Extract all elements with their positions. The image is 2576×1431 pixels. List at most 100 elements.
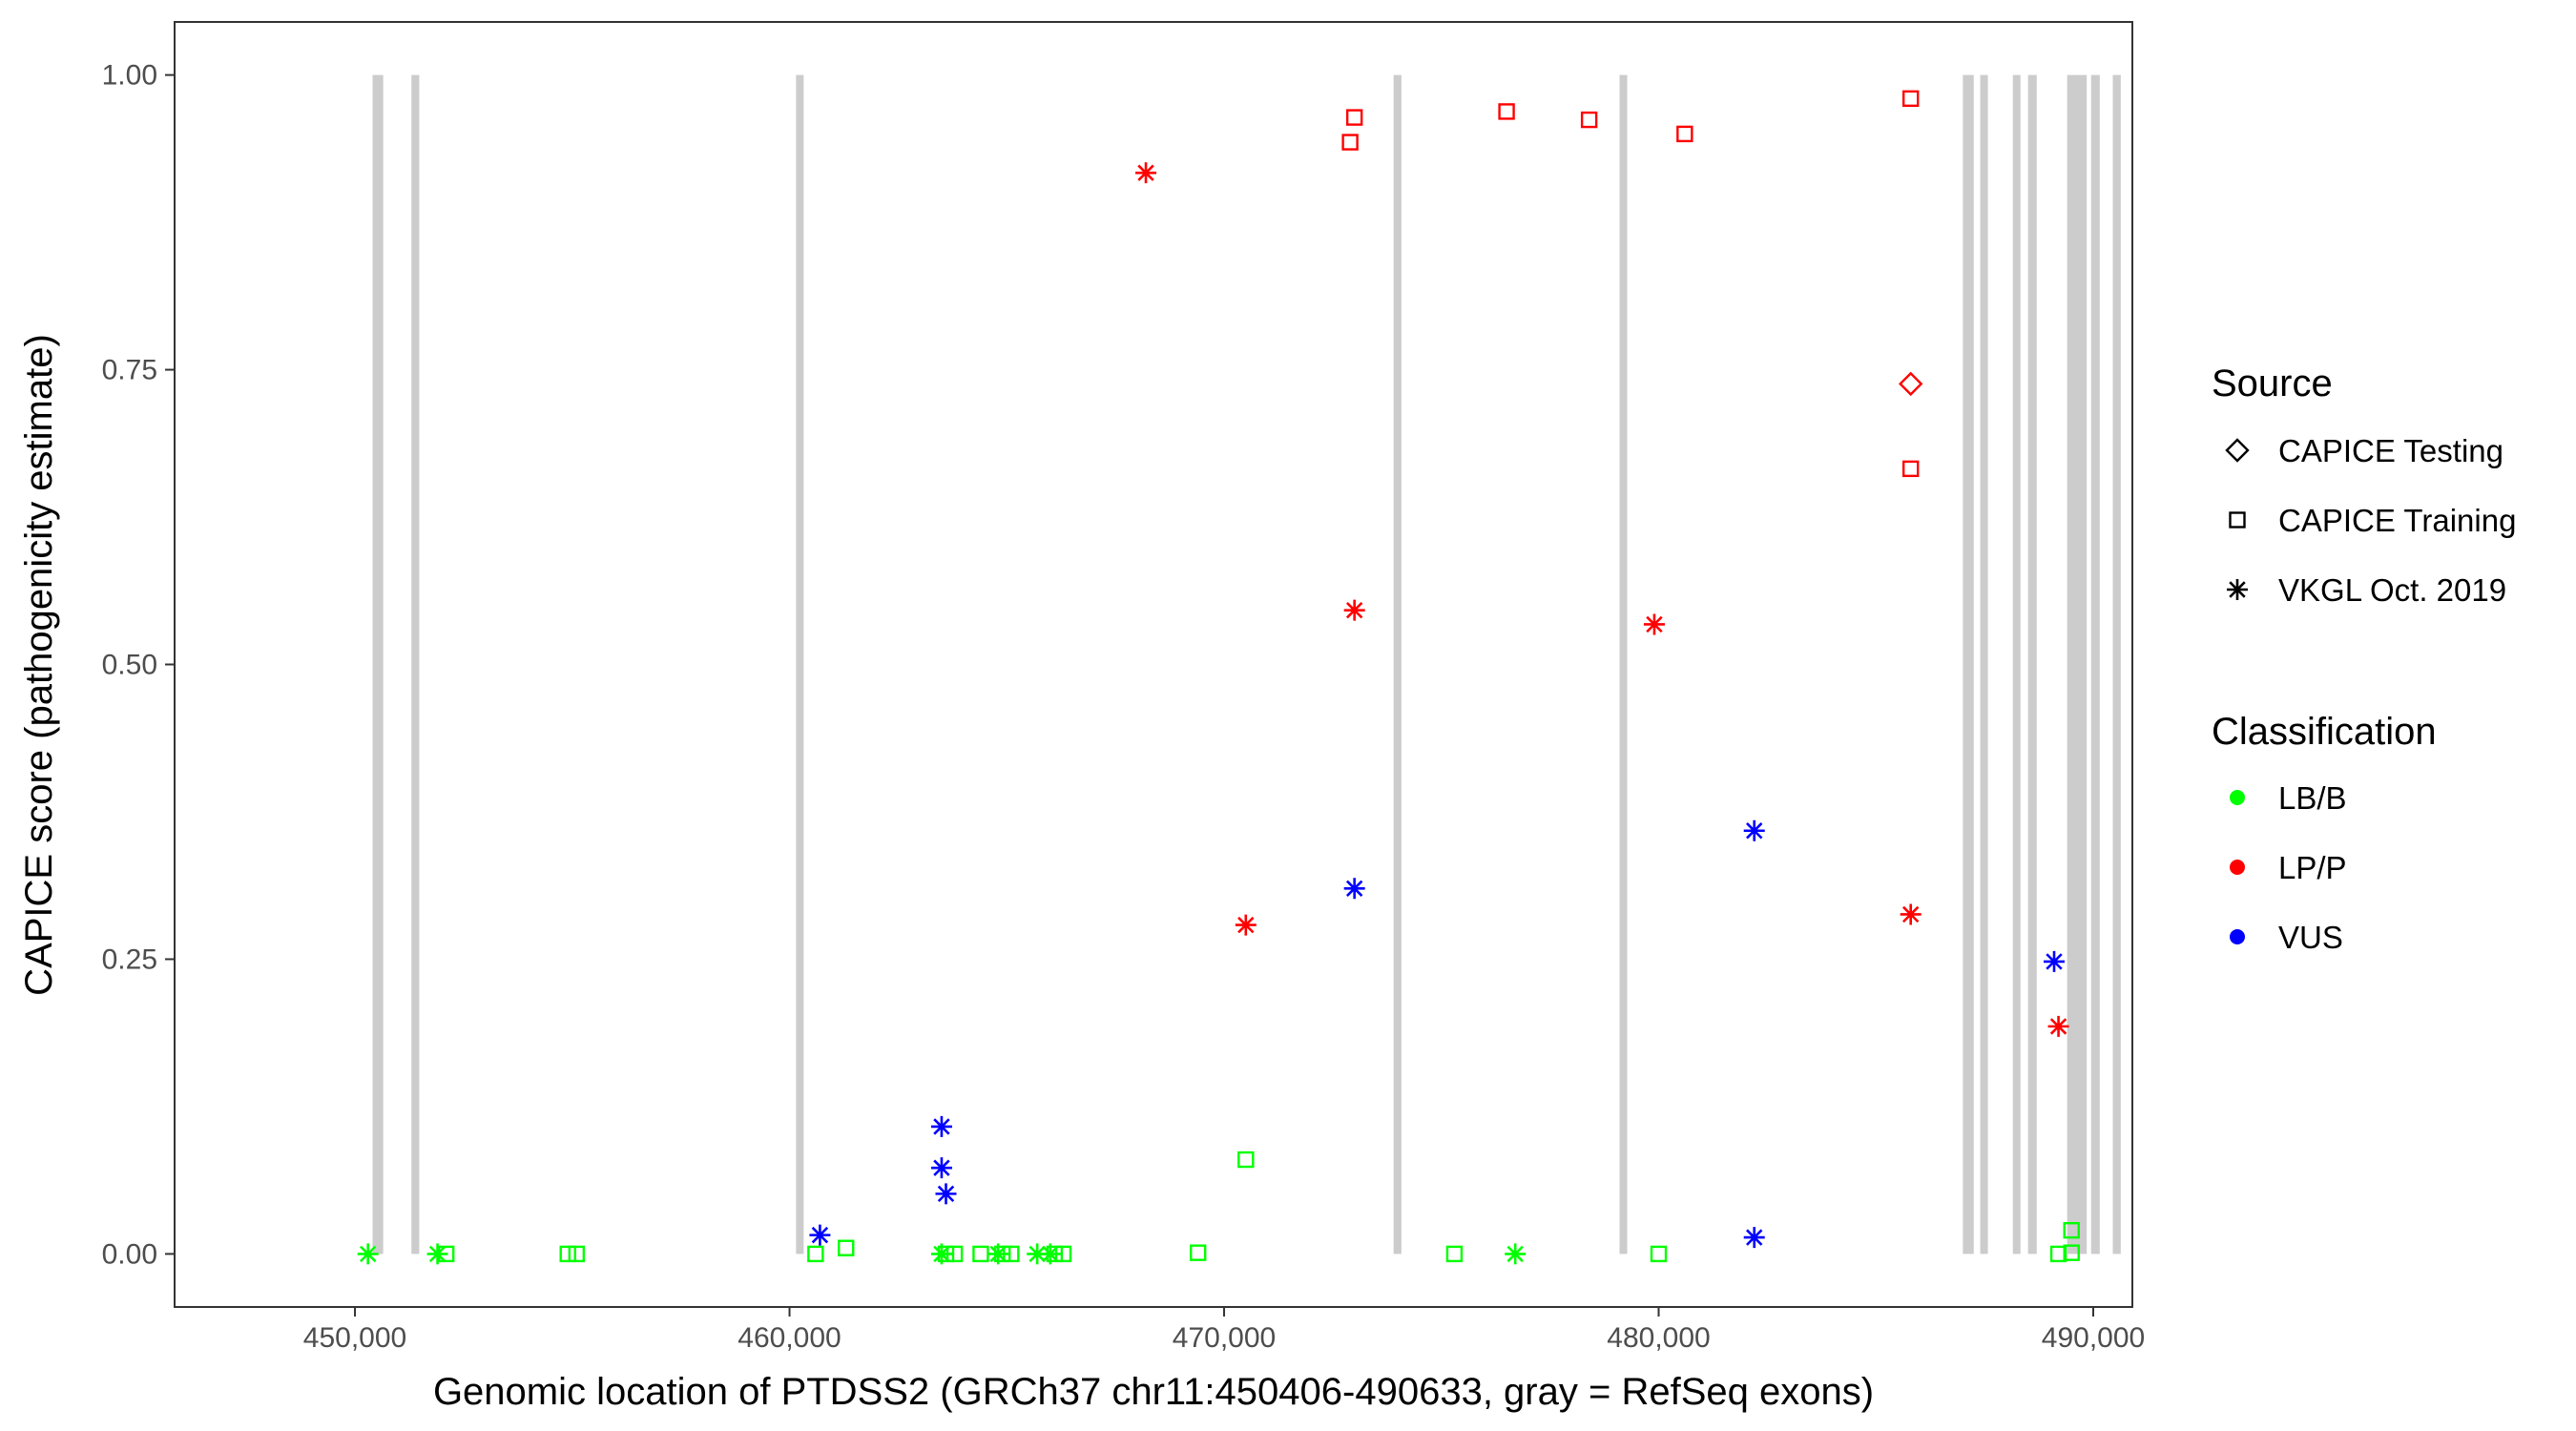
point-square-2-14	[1237, 1151, 1255, 1169]
point-square-2-15-shape	[1445, 1245, 1464, 1263]
point-asterisk-6-4	[935, 1183, 957, 1205]
legend-classification-title: Classification	[2212, 711, 2437, 753]
point-asterisk-3-6-shape	[2047, 1015, 2069, 1037]
point-square-2-19	[2063, 1244, 2080, 1261]
point-asterisk-6-5	[1343, 878, 1365, 900]
point-square-2-10-shape	[1003, 1245, 1020, 1263]
point-asterisk-3-2-shape	[1235, 914, 1257, 936]
point-asterisk-1-1-shape	[357, 1243, 379, 1265]
point-square-2-13	[1189, 1244, 1207, 1261]
point-square-2-3-shape	[568, 1245, 586, 1263]
point-asterisk-3-1	[1135, 162, 1157, 184]
point-square-2-9	[994, 1245, 1011, 1263]
x-tick-label-2: 460,000	[737, 1322, 841, 1354]
point-asterisk-1-4	[987, 1243, 1009, 1265]
legend-source-key-diamond-shape	[2225, 438, 2250, 463]
point-square-2-1-shape	[437, 1245, 455, 1263]
point-square-2-9-shape	[994, 1245, 1011, 1263]
point-asterisk-3-5	[1900, 903, 1922, 925]
legend-classification-key-1-shape	[2230, 790, 2245, 805]
point-square-2-11	[1046, 1245, 1064, 1263]
point-asterisk-3-5-shape	[1900, 903, 1922, 925]
legend-source-label-1: CAPICE Testing	[2278, 433, 2503, 468]
legend-classification-key-1	[2230, 790, 2245, 805]
point-asterisk-3-1-shape	[1135, 162, 1157, 184]
point-square-2-5-shape	[838, 1239, 855, 1256]
y-tick-label-4: 0.75	[102, 355, 157, 386]
point-square-4-7	[1901, 460, 1920, 478]
point-diamond-5-1	[1899, 371, 1923, 397]
point-square-2-8-shape	[972, 1245, 989, 1263]
point-square-4-2	[1345, 109, 1363, 126]
legend-source-key-diamond	[2225, 438, 2250, 463]
point-square-2-17	[2049, 1245, 2067, 1263]
point-square-4-6-shape	[1901, 90, 1920, 108]
point-asterisk-6-3-shape	[930, 1157, 952, 1179]
legend-source-title: Source	[2212, 363, 2333, 404]
point-square-2-8	[972, 1245, 989, 1263]
point-asterisk-3-3-shape	[1343, 599, 1365, 621]
y-axis-title: CAPICE score (pathogenicity estimate)	[18, 334, 60, 996]
point-asterisk-1-2-shape	[426, 1243, 448, 1265]
x-tick-label-5: 490,000	[2042, 1322, 2145, 1354]
point-asterisk-1-4-shape	[987, 1243, 1009, 1265]
point-square-4-7-shape	[1901, 460, 1920, 478]
y-tick-label-3: 0.50	[102, 650, 157, 681]
point-square-2-7-shape	[945, 1245, 964, 1263]
point-asterisk-1-1	[357, 1243, 379, 1265]
point-asterisk-1-2	[426, 1243, 448, 1265]
legend-source-key-square	[2229, 511, 2246, 529]
point-asterisk-6-2-shape	[930, 1115, 952, 1137]
point-asterisk-6-6	[1743, 819, 1765, 841]
point-asterisk-6-5-shape	[1343, 878, 1365, 900]
point-square-4-3-shape	[1498, 103, 1515, 120]
point-square-2-4-shape	[807, 1245, 824, 1263]
exon-band-10	[2067, 74, 2088, 1255]
point-square-2-2-shape	[559, 1245, 576, 1263]
y-axis: 0.00 0.25 0.50 0.75 1.00	[102, 60, 175, 1270]
point-square-2-16	[1650, 1245, 1668, 1263]
exon-band-12	[2112, 74, 2121, 1255]
point-asterisk-6-2	[930, 1115, 952, 1137]
exon-band-11	[2090, 74, 2100, 1255]
point-square-4-6	[1901, 90, 1920, 108]
point-asterisk-6-8	[2044, 950, 2066, 972]
x-tick-label-1: 450,000	[303, 1322, 406, 1354]
exon-band-7	[1980, 74, 1988, 1255]
exon-band-5	[1619, 74, 1628, 1255]
point-asterisk-6-1	[809, 1224, 831, 1246]
exon-band-4	[1393, 74, 1402, 1255]
point-square-2-5	[838, 1239, 855, 1256]
point-square-2-6-shape	[937, 1245, 955, 1263]
point-square-2-17-shape	[2049, 1245, 2067, 1263]
point-square-2-4	[807, 1245, 824, 1263]
point-square-2-1	[437, 1245, 455, 1263]
x-axis: 450,000 460,000 470,000 480,000 490,000	[303, 1307, 2145, 1354]
legend-source-key-square-shape	[2229, 511, 2246, 529]
legend-source-key-asterisk-shape	[2227, 579, 2248, 600]
point-asterisk-6-7	[1743, 1227, 1765, 1249]
legend-source-label-3: VKGL Oct. 2019	[2278, 572, 2506, 608]
x-axis-title: Genomic location of PTDSS2 (GRCh37 chr11…	[433, 1371, 1874, 1413]
legend-classification-key-2-shape	[2230, 860, 2245, 875]
legend-classification-key-3	[2230, 929, 2245, 944]
point-diamond-5-1-shape	[1899, 371, 1923, 397]
point-asterisk-1-3	[930, 1243, 952, 1265]
exon-band-1	[372, 74, 384, 1255]
point-square-2-18	[2063, 1221, 2080, 1239]
point-asterisk-6-3	[930, 1157, 952, 1179]
x-tick-label-3: 470,000	[1173, 1322, 1276, 1354]
point-asterisk-1-5	[1027, 1243, 1049, 1265]
point-square-2-18-shape	[2063, 1221, 2080, 1239]
data-points	[357, 90, 2080, 1265]
point-asterisk-1-6	[1039, 1243, 1061, 1265]
point-square-2-3	[568, 1245, 586, 1263]
point-square-2-2	[559, 1245, 576, 1263]
point-asterisk-1-3-shape	[930, 1243, 952, 1265]
point-asterisk-6-6-shape	[1743, 819, 1765, 841]
y-tick-label-2: 0.25	[102, 944, 157, 975]
legend-classification-label-2: LP/P	[2278, 850, 2347, 885]
point-square-2-10	[1003, 1245, 1020, 1263]
